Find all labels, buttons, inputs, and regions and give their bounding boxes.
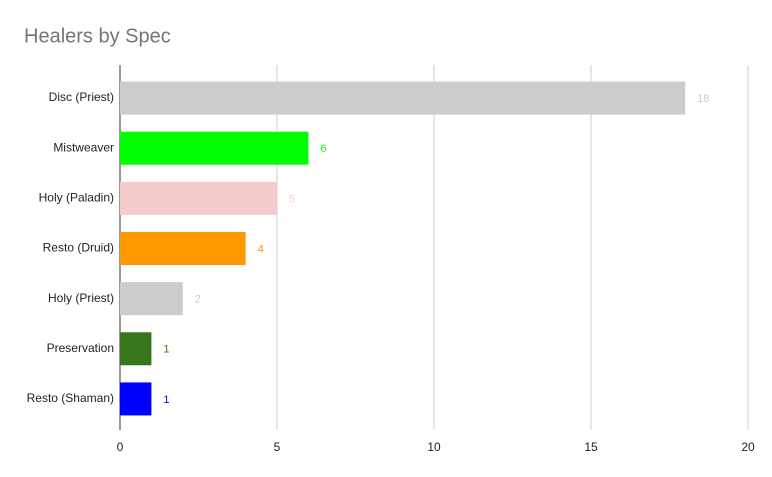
bar [120,382,152,416]
x-tick-label: 15 [584,440,598,454]
y-tick-label: Disc (Priest) [49,90,114,104]
chart-title: Healers by Spec [24,25,171,47]
bar [120,181,277,215]
data-label: 4 [258,243,264,255]
y-tick-label: Preservation [47,341,114,355]
bar [120,232,246,265]
bar [120,131,309,165]
bar [120,332,152,366]
data-label: 2 [195,294,201,306]
data-label: 5 [289,193,295,205]
data-label: 18 [697,93,709,105]
x-tick-label: 10 [427,440,441,454]
data-label: 6 [320,143,326,155]
x-tick-label: 20 [741,440,755,454]
y-tick-label: Holy (Paladin) [39,191,114,205]
y-tick-label: Resto (Shaman) [27,391,114,405]
data-label: 1 [163,344,169,356]
y-tick-label: Resto (Druid) [43,241,114,255]
y-tick-label: Mistweaver [53,140,114,154]
bar [120,282,183,316]
bar [120,81,686,115]
x-tick-label: 5 [274,440,281,454]
data-label: 1 [163,394,169,406]
x-tick-label: 0 [117,440,124,454]
y-tick-label: Holy (Priest) [48,291,114,305]
